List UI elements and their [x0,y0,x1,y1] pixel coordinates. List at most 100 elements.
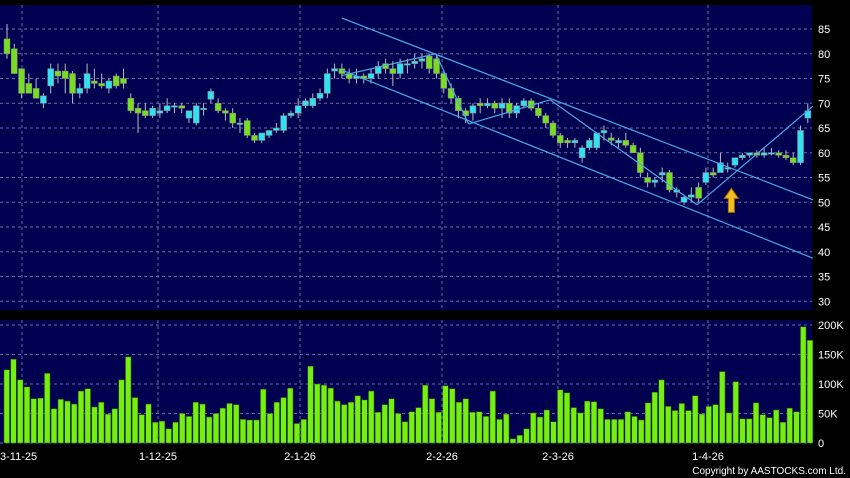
candle-body [98,83,105,87]
candle-body [775,152,782,156]
volume-bar [10,358,17,444]
candle-body [200,107,207,110]
volume-bar [159,420,165,444]
volume-bar [672,410,678,444]
volume-bar [699,413,705,444]
volume-bar [645,402,651,444]
volume-bar [807,340,813,444]
trendline [341,53,436,77]
volume-bar [24,386,30,444]
volume-bar [17,379,24,444]
candle-body [83,73,91,89]
volume-bar [577,412,584,444]
volume-bar [570,407,577,444]
volume-bar [314,383,321,444]
candle-body [666,172,673,191]
candle-body [156,110,164,114]
candle-body [462,110,469,116]
volume-tick-label: 100K [818,379,844,391]
volume-bar [199,403,206,444]
candle-body [404,63,411,66]
volume-bar [240,419,246,444]
volume-bar [422,384,429,444]
volume-bar [213,413,219,444]
volume-bar [678,403,685,444]
volume-bar [503,413,510,444]
candle-body [622,140,630,146]
candle-body [535,107,542,116]
candle-body [615,140,622,144]
trendline [696,105,814,206]
price-tick-label: 60 [818,148,830,160]
price-panel [0,5,812,310]
date-tick-label: 1-4-26 [692,451,724,463]
date-tick-label: 3-11-25 [0,451,37,463]
volume-bar [618,419,624,444]
volume-bar [510,438,516,444]
volume-bar [631,416,638,444]
volume-bar [105,413,111,444]
volume-bar [98,402,105,444]
volume-bar [773,409,780,444]
volume-bar [766,417,773,444]
candle-body [709,172,717,176]
volume-bar [415,407,422,444]
price-tick-label: 50 [818,197,830,209]
price-tick-label: 65 [818,123,830,135]
candle-body [542,115,549,124]
candle-body [258,132,266,141]
candle-body [316,93,324,99]
volume-bar [118,379,125,444]
volume-bar [300,419,307,444]
candle-body [69,73,76,94]
candle-body [746,152,753,156]
price-tick-label: 45 [818,222,830,234]
volume-bar [348,402,354,444]
candle-body [389,68,397,74]
volume-bar [611,419,618,444]
candle-body [506,103,513,114]
candle-body [789,157,797,163]
volume-bar [132,397,138,444]
candle-body [76,88,84,94]
candle-body [549,122,557,136]
volume-bar [84,388,91,444]
volume-bar [402,421,408,444]
trendline [468,99,551,125]
candle-body [54,70,62,77]
volume-bar [30,398,37,444]
trendline [341,69,814,259]
candle-body [185,110,193,119]
candle-body [375,65,382,74]
candle-body [440,73,448,89]
volume-bar [712,404,719,444]
candle-body [476,103,484,106]
candle-body [3,38,11,55]
volume-bar [651,392,658,444]
candle-body [739,154,746,158]
price-tick-label: 35 [818,272,830,284]
price-tick-label: 40 [818,247,830,259]
candle-body [18,68,25,94]
candle-body [607,137,615,141]
price-tick-label: 85 [818,24,830,36]
volume-bar [145,403,152,444]
candle-body [396,63,404,74]
price-tick-label: 75 [818,74,830,86]
candle-body [557,135,564,144]
candle-body [236,122,244,125]
date-tick-label: 2-1-26 [284,451,316,463]
candle-body [433,58,440,74]
volume-bar [179,413,186,444]
price-tick-label: 70 [818,98,830,110]
volume-bar [327,387,334,444]
volume-bar [287,387,294,444]
candle-body [229,112,236,124]
volume-bar [543,409,550,444]
volume-bar [692,395,699,444]
candle-body [280,115,287,131]
volume-bar [368,390,375,444]
volume-bar [334,400,341,444]
volume-bar [253,419,260,444]
